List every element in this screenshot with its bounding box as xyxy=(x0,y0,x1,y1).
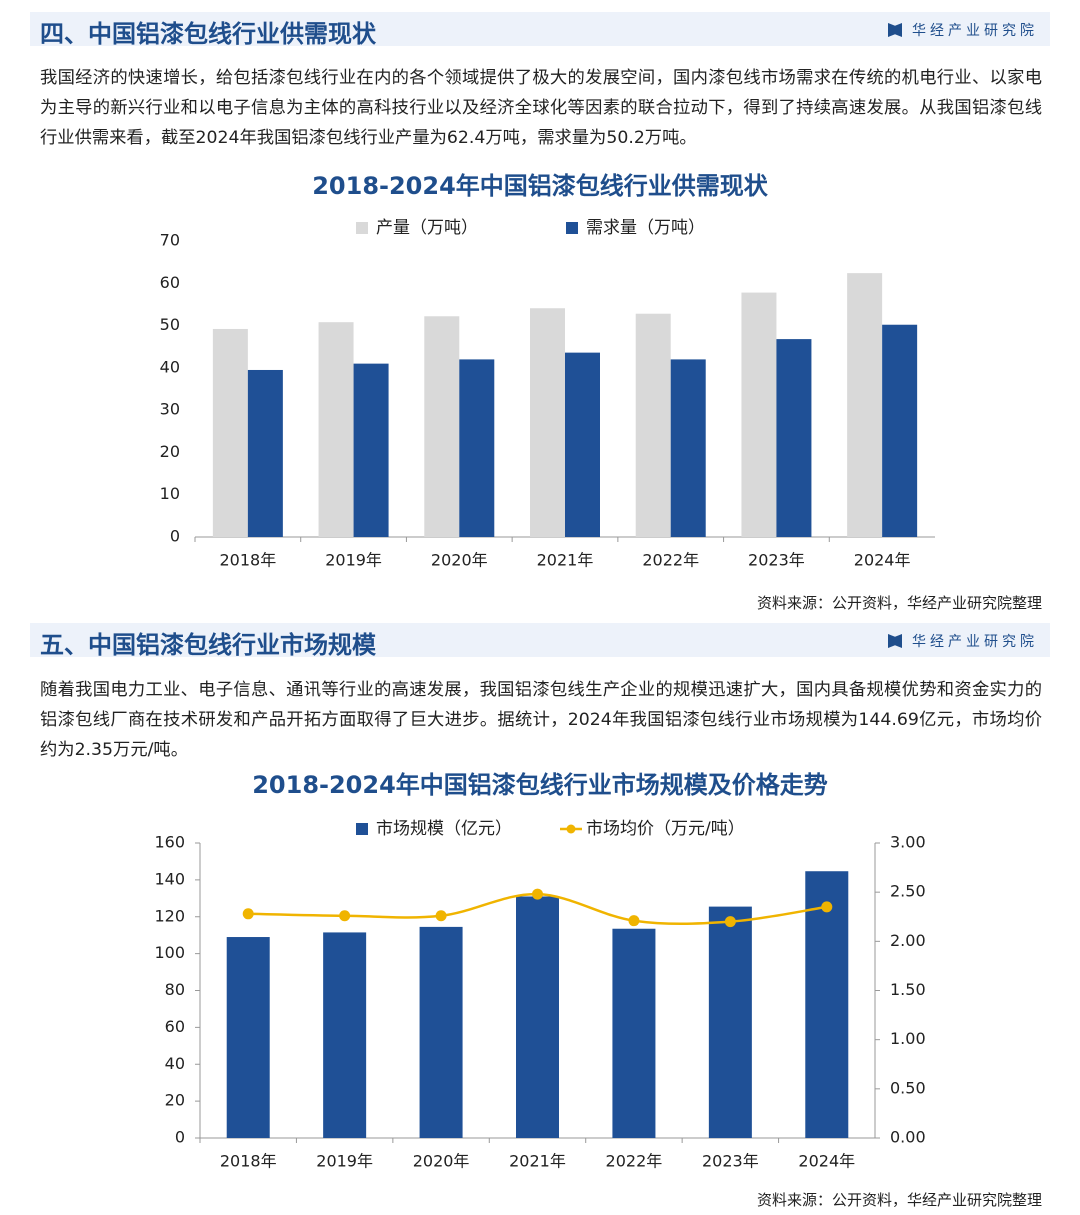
bar xyxy=(805,871,849,1138)
bar xyxy=(741,292,777,537)
y-tick-label: 50 xyxy=(160,315,180,334)
brand: 华经产业研究院 xyxy=(888,20,1038,40)
bar xyxy=(565,352,600,537)
bar xyxy=(424,316,460,537)
legend-swatch xyxy=(566,222,578,234)
bar xyxy=(323,932,367,1138)
y-tick-label: 60 xyxy=(165,1017,185,1036)
price-point xyxy=(821,901,833,913)
source: 资料来源：公开资料，华经产业研究院整理 xyxy=(756,1191,1042,1209)
chart-title: 2018-2024年中国铝漆包线行业供需现状 xyxy=(312,172,769,200)
y-tick-label: 140 xyxy=(154,869,185,888)
paragraph: 随着我国电力工业、电子信息、通讯等行业的高速发展，我国铝漆包线生产企业的规模迅速… xyxy=(40,680,1042,760)
x-tick-label: 2021年 xyxy=(537,551,594,570)
y2-tick-label: 0.00 xyxy=(890,1128,926,1147)
brand: 华经产业研究院 xyxy=(888,631,1038,651)
price-point xyxy=(628,915,640,927)
y-tick-label: 0 xyxy=(175,1128,185,1147)
bar xyxy=(670,359,706,537)
price-point xyxy=(435,910,447,922)
bar xyxy=(847,273,883,537)
price-point xyxy=(242,908,254,920)
y-tick-label: 0 xyxy=(170,527,180,546)
bar xyxy=(212,328,248,537)
y-tick-label: 120 xyxy=(154,906,185,925)
y-tick-label: 60 xyxy=(160,273,180,292)
bar xyxy=(318,322,354,537)
y-tick-label: 20 xyxy=(160,442,180,461)
x-tick-label: 2020年 xyxy=(413,1152,470,1171)
bar xyxy=(776,339,812,537)
paragraph: 我国经济的快速增长，给包括漆包线行业在内的各个领域提供了极大的发展空间，国内漆包… xyxy=(40,68,1042,148)
price-point xyxy=(339,910,351,922)
legend-label: 市场规模（亿元） xyxy=(376,819,512,839)
bar xyxy=(226,937,270,1138)
bar xyxy=(708,906,752,1138)
x-tick-label: 2023年 xyxy=(702,1152,759,1171)
x-tick-label: 2022年 xyxy=(642,551,699,570)
y-tick-label: 160 xyxy=(154,833,185,852)
y2-tick-label: 3.00 xyxy=(890,833,926,852)
section-heading: 四、中国铝漆包线行业供需现状 xyxy=(40,20,376,48)
bar xyxy=(459,359,495,537)
bar xyxy=(516,896,559,1138)
x-tick-label: 2019年 xyxy=(316,1152,373,1171)
y-tick-label: 10 xyxy=(160,484,180,503)
bar xyxy=(247,369,283,537)
legend-marker xyxy=(566,824,576,834)
legend-swatch xyxy=(356,823,368,835)
legend-label: 需求量（万吨） xyxy=(586,218,705,238)
x-tick-label: 2022年 xyxy=(606,1152,663,1171)
x-tick-label: 2018年 xyxy=(220,1152,277,1171)
y2-tick-label: 1.00 xyxy=(890,1029,926,1048)
legend-swatch xyxy=(356,222,368,234)
x-tick-label: 2024年 xyxy=(854,551,911,570)
bar xyxy=(419,926,463,1138)
y2-tick-label: 2.50 xyxy=(890,882,926,901)
y-tick-label: 100 xyxy=(154,943,185,962)
legend-label: 产量（万吨） xyxy=(376,218,478,238)
y-tick-label: 30 xyxy=(160,400,180,419)
x-tick-label: 2023年 xyxy=(748,551,805,570)
x-tick-label: 2020年 xyxy=(431,551,488,570)
y2-tick-label: 0.50 xyxy=(890,1078,926,1097)
y-tick-label: 40 xyxy=(160,357,180,376)
y-tick-label: 70 xyxy=(160,231,180,250)
y2-tick-label: 2.00 xyxy=(890,931,926,950)
x-tick-label: 2018年 xyxy=(219,551,276,570)
bar xyxy=(635,313,671,537)
price-point xyxy=(532,888,543,900)
x-tick-label: 2024年 xyxy=(798,1152,855,1171)
y-tick-label: 40 xyxy=(165,1054,185,1073)
bar xyxy=(353,363,389,537)
section-heading: 五、中国铝漆包线行业市场规模 xyxy=(40,631,376,659)
bar xyxy=(882,324,918,537)
source: 资料来源：公开资料，华经产业研究院整理 xyxy=(756,594,1042,612)
section-header: 五、中国铝漆包线行业市场规模 华经产业研究院 xyxy=(30,623,1050,659)
y-tick-label: 20 xyxy=(165,1091,185,1110)
x-tick-label: 2021年 xyxy=(509,1152,566,1171)
y-tick-label: 80 xyxy=(165,980,185,999)
y2-tick-label: 1.50 xyxy=(890,980,926,999)
bar xyxy=(612,928,656,1138)
bar xyxy=(530,308,565,537)
legend-label: 市场均价（万元/吨） xyxy=(586,819,745,839)
section-header: 四、中国铝漆包线行业供需现状 华经产业研究院 xyxy=(30,12,1050,48)
price-point xyxy=(724,916,736,928)
chart-title: 2018-2024年中国铝漆包线行业市场规模及价格走势 xyxy=(252,771,828,799)
x-tick-label: 2019年 xyxy=(325,551,382,570)
